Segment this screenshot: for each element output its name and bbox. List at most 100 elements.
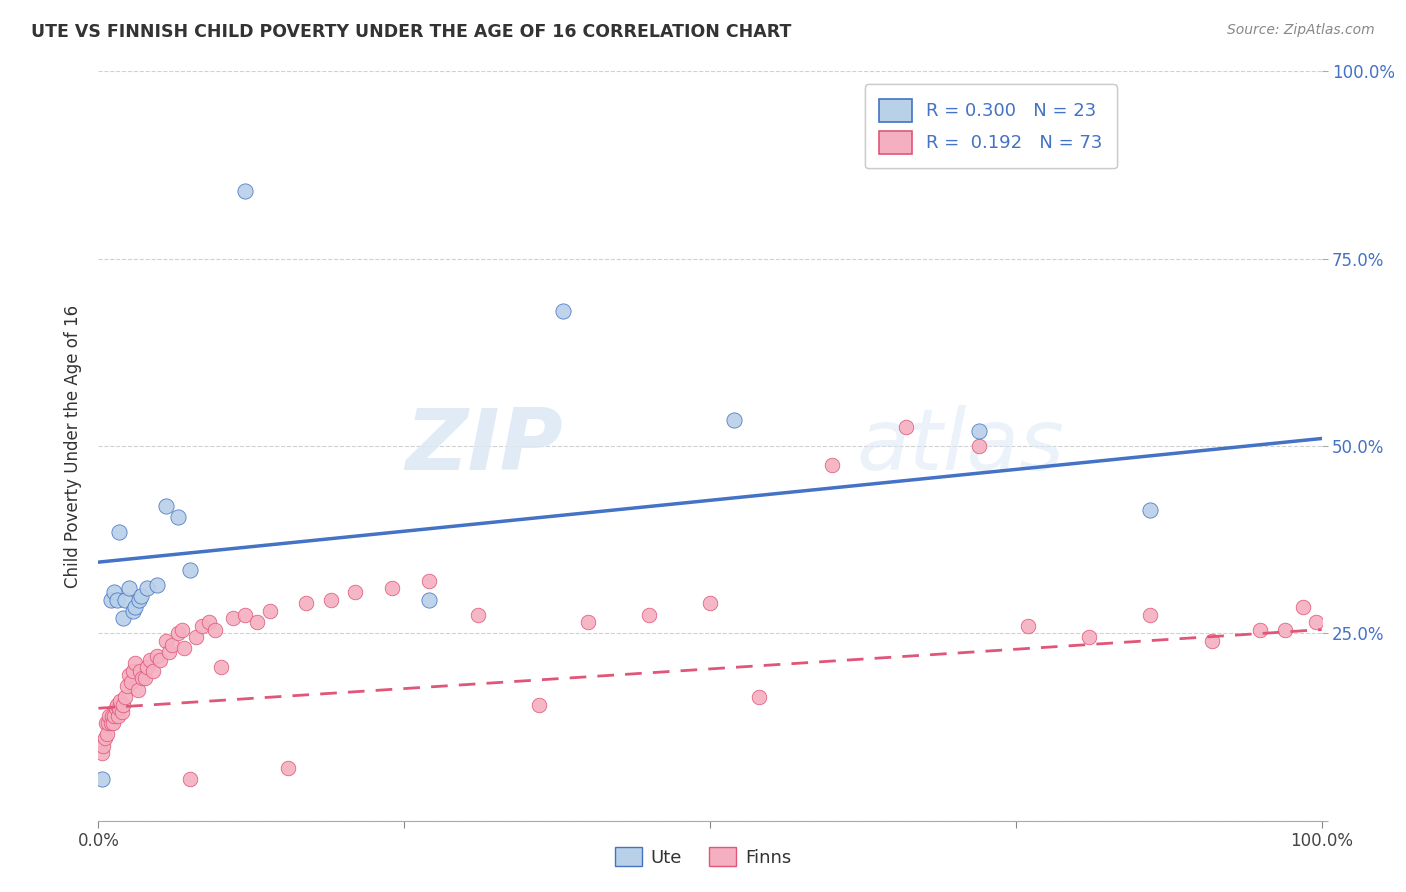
Point [344,585,367,599]
Point [170,623,193,637]
Point [118,667,141,681]
Point [197,615,219,629]
Point [136,660,159,674]
Point [1139,502,1161,516]
Point [97,716,120,731]
Point [111,705,134,719]
Point [821,458,844,472]
Point [146,648,169,663]
Point [124,657,146,671]
Point [1292,600,1315,615]
Point [167,626,190,640]
Point [142,664,165,678]
Point [553,304,575,318]
Point [527,698,550,712]
Point [157,645,180,659]
Point [699,596,721,610]
Point [124,600,146,615]
Point [127,682,149,697]
Point [1274,623,1296,637]
Point [91,746,114,760]
Point [136,582,159,596]
Point [277,761,299,775]
Legend: Ute, Finns: Ute, Finns [607,840,799,874]
Point [104,701,127,715]
Point [748,690,770,704]
Point [103,585,125,599]
Point [129,589,152,603]
Point [120,675,142,690]
Point [295,596,318,610]
Point [128,592,150,607]
Point [100,592,122,607]
Point [91,739,114,753]
Point [204,623,226,637]
Point [129,664,152,678]
Point [118,582,141,596]
Point [105,592,128,607]
Point [1078,630,1101,644]
Legend: R = 0.300   N = 23, R =  0.192   N = 73: R = 0.300 N = 23, R = 0.192 N = 73 [865,84,1116,169]
Point [111,611,134,625]
Point [121,664,143,678]
Point [108,701,131,715]
Point [1249,623,1271,637]
Point [179,772,201,787]
Point [967,424,990,438]
Point [167,510,190,524]
Point [114,592,136,607]
Point [114,690,136,704]
Point [637,607,661,622]
Point [259,604,281,618]
Point [233,607,256,622]
Point [319,592,342,607]
Point [467,607,489,622]
Point [131,671,153,685]
Point [115,679,138,693]
Point [146,577,169,591]
Point [155,499,177,513]
Text: ZIP: ZIP [405,404,564,488]
Point [894,420,917,434]
Point [100,716,122,731]
Point [98,708,121,723]
Y-axis label: Child Poverty Under the Age of 16: Child Poverty Under the Age of 16 [65,304,83,588]
Point [160,638,183,652]
Point [91,772,114,787]
Point [110,694,132,708]
Point [222,611,245,625]
Point [381,582,404,596]
Point [1201,633,1223,648]
Point [139,652,162,666]
Point [103,708,125,723]
Text: Source: ZipAtlas.com: Source: ZipAtlas.com [1227,23,1375,37]
Text: UTE VS FINNISH CHILD POVERTY UNDER THE AGE OF 16 CORRELATION CHART: UTE VS FINNISH CHILD POVERTY UNDER THE A… [31,23,792,41]
Point [101,708,124,723]
Point [1139,607,1161,622]
Point [93,731,115,746]
Point [173,641,195,656]
Point [186,630,208,644]
Point [209,660,232,674]
Point [134,671,156,685]
Point [155,633,177,648]
Point [179,563,201,577]
Point [1017,619,1039,633]
Point [191,619,214,633]
Point [723,413,745,427]
Point [246,615,269,629]
Text: atlas: atlas [856,404,1064,488]
Point [418,592,440,607]
Point [96,727,118,741]
Point [1305,615,1327,629]
Point [576,615,599,629]
Point [149,652,172,666]
Point [101,716,124,731]
Point [107,708,129,723]
Point [94,716,117,731]
Point [233,184,256,198]
Point [121,604,143,618]
Point [105,698,128,712]
Point [418,574,440,588]
Point [967,439,990,453]
